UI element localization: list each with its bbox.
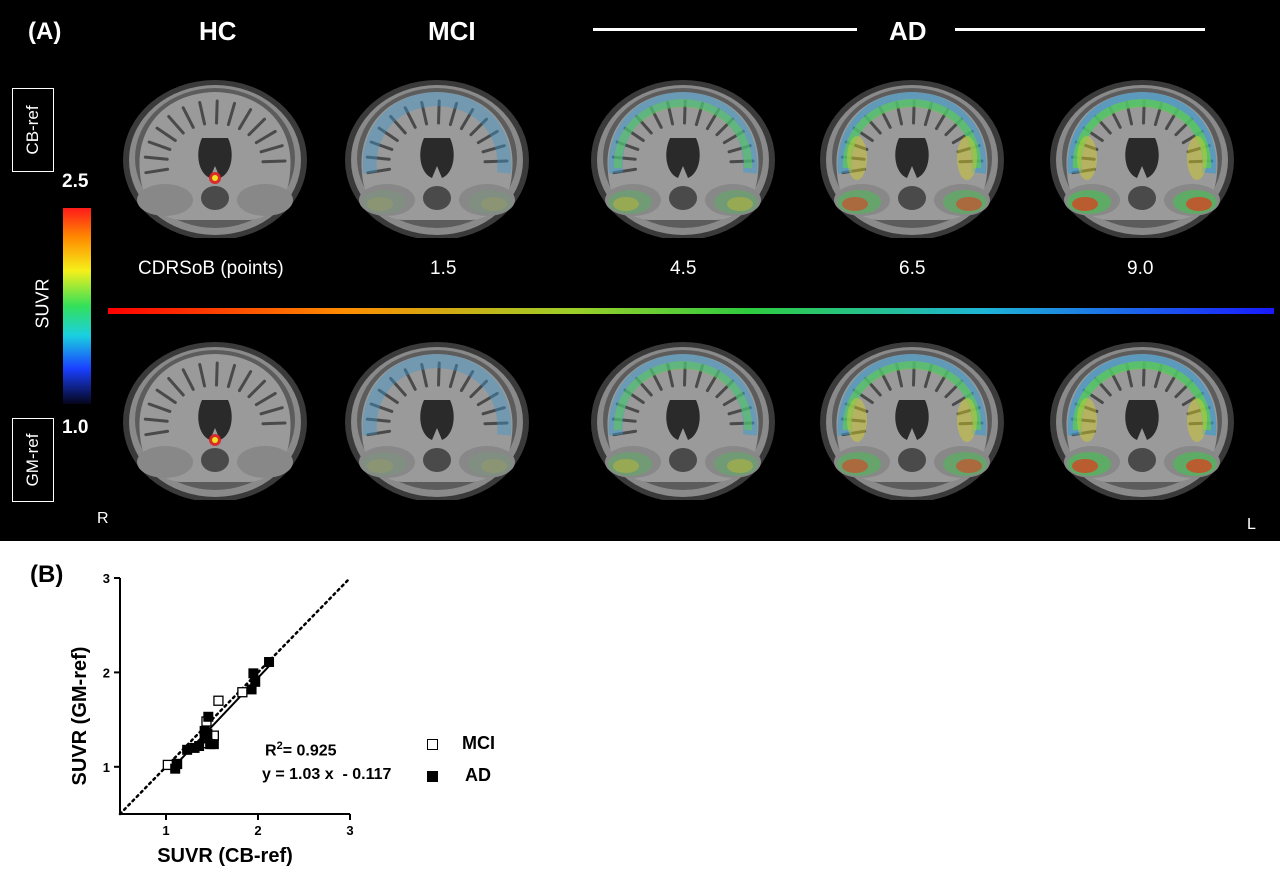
panel-b-label: (B) xyxy=(30,561,64,588)
scatter-plot: 1 2 3 1 2 3 SUVR (CB-ref) SUVR (GM-ref) xyxy=(69,571,354,867)
colorbar-max-label: 2.5 xyxy=(62,171,89,192)
legend-label-ad: AD xyxy=(465,765,491,785)
y-tick-label: 3 xyxy=(103,571,110,586)
ad-point xyxy=(208,739,219,750)
y-axis-title: SUVR (GM-ref) xyxy=(69,647,91,786)
open-square-icon xyxy=(427,739,438,750)
mci-point xyxy=(237,687,248,698)
regression-annotation: R2= 0.925 y = 1.03 x - 0.117 xyxy=(262,734,392,787)
brain-scan-hc-gm-ref xyxy=(123,342,307,500)
ad-point xyxy=(248,668,259,679)
x-tick-label: 1 xyxy=(162,823,169,838)
y-tick-label: 1 xyxy=(103,760,110,775)
colorbar-title: SUVR xyxy=(32,278,53,329)
mci-point xyxy=(213,695,224,706)
brain-scan-ad2-cb-ref xyxy=(820,80,1004,238)
brain-scan-ad1-cb-ref xyxy=(591,80,775,238)
cb-ref-label-box: CB-ref xyxy=(12,88,54,172)
ad-bracket-line-right xyxy=(955,28,1205,31)
ad-point xyxy=(250,676,261,687)
brain-scan-hc-cb-ref xyxy=(123,80,307,238)
ad-point xyxy=(264,657,275,668)
cdrsob-value-ad1: 4.5 xyxy=(670,258,697,279)
orientation-right-label: R xyxy=(97,510,109,527)
cdrsob-label: CDRSoB (points) xyxy=(138,258,284,279)
group-label-mci: MCI xyxy=(428,16,476,46)
cdrsob-value-mci: 1.5 xyxy=(430,258,457,279)
brain-scan-ad3-gm-ref xyxy=(1050,342,1234,500)
group-label-ad: AD xyxy=(889,16,927,46)
panel-a-label: (A) xyxy=(28,18,62,45)
ad-point xyxy=(199,725,210,736)
gm-ref-label: GM-ref xyxy=(23,433,42,487)
ad-bracket-line-left xyxy=(593,28,857,31)
brain-scan-ad2-gm-ref xyxy=(820,342,1004,500)
brain-scan-mci-gm-ref xyxy=(345,342,529,500)
cdrsob-value-ad3: 9.0 xyxy=(1127,258,1154,279)
y-tick-label: 2 xyxy=(103,665,110,680)
cdrsob-value-ad2: 6.5 xyxy=(899,258,926,279)
legend-label-mci: MCI xyxy=(462,733,495,753)
group-label-hc: HC xyxy=(199,16,237,46)
brain-scan-ad1-gm-ref xyxy=(591,342,775,500)
panel-a: (A) HC MCI AD CB-ref GM-ref 2.5 1.0 SUVR… xyxy=(0,0,1280,541)
panel-b: (B) 1 2 3 1 2 3 SUVR (CB-ref) SUVR (GM-ref) R2=… xyxy=(0,541,1280,887)
x-tick-label: 2 xyxy=(254,823,261,838)
fit-equation-text: y = 1.03 x - 0.117 xyxy=(262,766,392,784)
x-tick-label: 3 xyxy=(346,823,353,838)
identity-line xyxy=(118,576,352,816)
severity-gradient-line xyxy=(108,308,1274,314)
filled-square-icon xyxy=(427,771,438,782)
suvr-colorbar xyxy=(63,208,91,404)
ad-point xyxy=(203,711,214,722)
orientation-left-label: L xyxy=(1247,516,1256,533)
r-squared-text: R2= 0.925 xyxy=(265,740,337,760)
colorbar-min-label: 1.0 xyxy=(62,417,89,438)
brain-scan-mci-cb-ref xyxy=(345,80,529,238)
cb-ref-label: CB-ref xyxy=(23,105,42,155)
brain-scan-ad3-cb-ref xyxy=(1050,80,1234,238)
x-axis-title: SUVR (CB-ref) xyxy=(157,845,293,867)
gm-ref-label-box: GM-ref xyxy=(12,418,54,502)
ad-point xyxy=(194,741,205,752)
ad-point xyxy=(172,758,183,769)
